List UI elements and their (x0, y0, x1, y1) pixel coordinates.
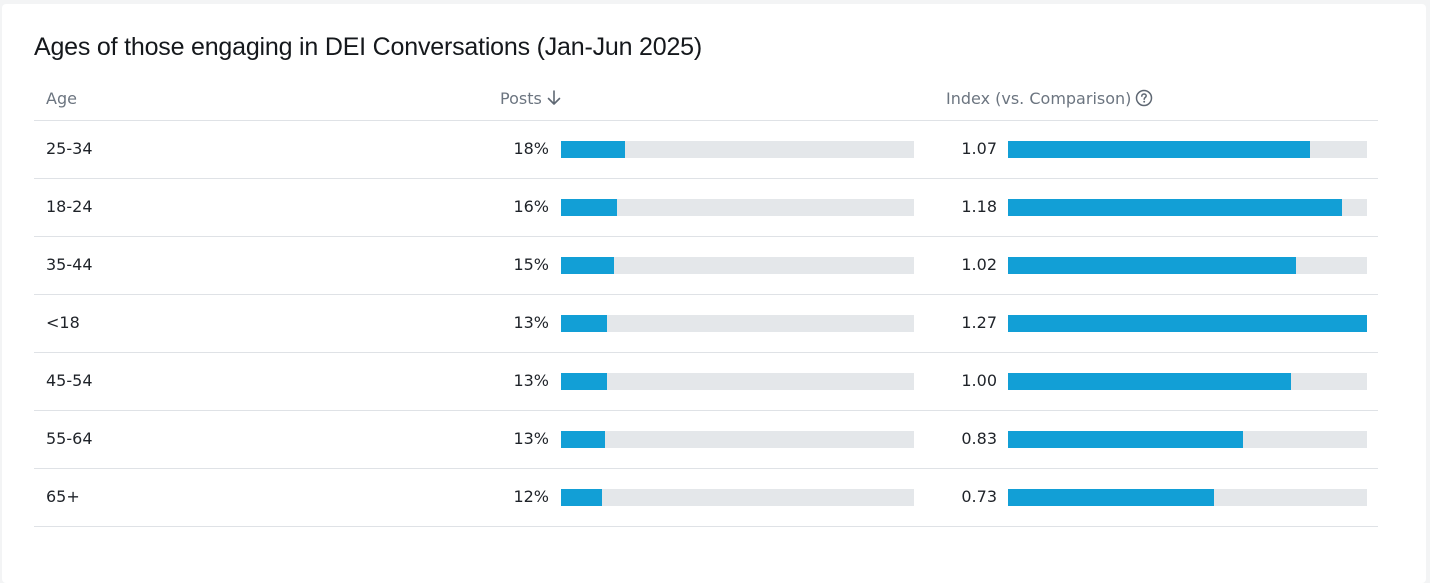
index-bar-track (1008, 257, 1367, 274)
age-table: Age Posts Index (vs. Comparison) 25-34 18… (34, 80, 1378, 527)
column-header-age-label: Age (46, 89, 77, 108)
column-header-posts-label: Posts (500, 89, 542, 108)
age-label: 65+ (46, 487, 80, 506)
posts-value: 13% (513, 313, 549, 332)
index-value: 1.02 (961, 255, 997, 274)
column-header-posts[interactable]: Posts (500, 89, 562, 109)
posts-bar (561, 431, 606, 448)
posts-value: 16% (513, 197, 549, 216)
chart-card: Ages of those engaging in DEI Conversati… (2, 4, 1426, 583)
posts-value: 18% (513, 139, 549, 158)
age-label: 35-44 (46, 255, 93, 274)
posts-bar (561, 199, 618, 216)
posts-bar-track (561, 489, 914, 506)
posts-bar-track (561, 141, 914, 158)
posts-bar (561, 489, 602, 506)
posts-bar (561, 257, 614, 274)
table-row: 55-64 13% 0.83 (34, 411, 1378, 469)
index-bar (1008, 373, 1291, 390)
posts-bar (561, 315, 607, 332)
posts-value: 12% (513, 487, 549, 506)
column-header-index-label: Index (vs. Comparison) (946, 89, 1132, 108)
age-label: <18 (46, 313, 80, 332)
index-bar-track (1008, 431, 1367, 448)
column-header-age[interactable]: Age (46, 89, 77, 109)
table-row: <18 13% 1.27 (34, 295, 1378, 353)
question-circle-icon[interactable] (1135, 89, 1153, 107)
index-bar (1008, 315, 1367, 332)
index-bar-track (1008, 315, 1367, 332)
table-row: 45-54 13% 1.00 (34, 353, 1378, 411)
table-header: Age Posts Index (vs. Comparison) (34, 80, 1378, 121)
index-bar-track (1008, 199, 1367, 216)
table-row: 25-34 18% 1.07 (34, 121, 1378, 179)
index-bar (1008, 141, 1311, 158)
age-label: 45-54 (46, 371, 93, 390)
index-value: 0.73 (961, 487, 997, 506)
posts-value: 13% (513, 429, 549, 448)
index-bar (1008, 257, 1297, 274)
index-bar-track (1008, 373, 1367, 390)
index-bar (1008, 489, 1215, 506)
posts-bar (561, 141, 625, 158)
posts-bar-track (561, 373, 914, 390)
posts-bar (561, 373, 607, 390)
index-value: 1.18 (961, 197, 997, 216)
index-value: 1.00 (961, 371, 997, 390)
table-row: 65+ 12% 0.73 (34, 469, 1378, 527)
table-body: 25-34 18% 1.07 18-24 16% 1.18 35-44 15% 1.02 <18 1… (34, 121, 1378, 527)
index-bar (1008, 199, 1342, 216)
column-header-index[interactable]: Index (vs. Comparison) (946, 89, 1153, 109)
table-row: 35-44 15% 1.02 (34, 237, 1378, 295)
age-label: 55-64 (46, 429, 93, 448)
index-value: 1.27 (961, 313, 997, 332)
index-bar-track (1008, 141, 1367, 158)
index-value: 1.07 (961, 139, 997, 158)
table-row: 18-24 16% 1.18 (34, 179, 1378, 237)
index-bar (1008, 431, 1243, 448)
age-label: 25-34 (46, 139, 93, 158)
posts-bar-track (561, 257, 914, 274)
chart-title: Ages of those engaging in DEI Conversati… (34, 33, 702, 61)
index-bar-track (1008, 489, 1367, 506)
index-value: 0.83 (961, 429, 997, 448)
posts-bar-track (561, 431, 914, 448)
posts-value: 15% (513, 255, 549, 274)
posts-value: 13% (513, 371, 549, 390)
arrow-down-icon[interactable] (546, 89, 562, 107)
age-label: 18-24 (46, 197, 93, 216)
posts-bar-track (561, 315, 914, 332)
posts-bar-track (561, 199, 914, 216)
